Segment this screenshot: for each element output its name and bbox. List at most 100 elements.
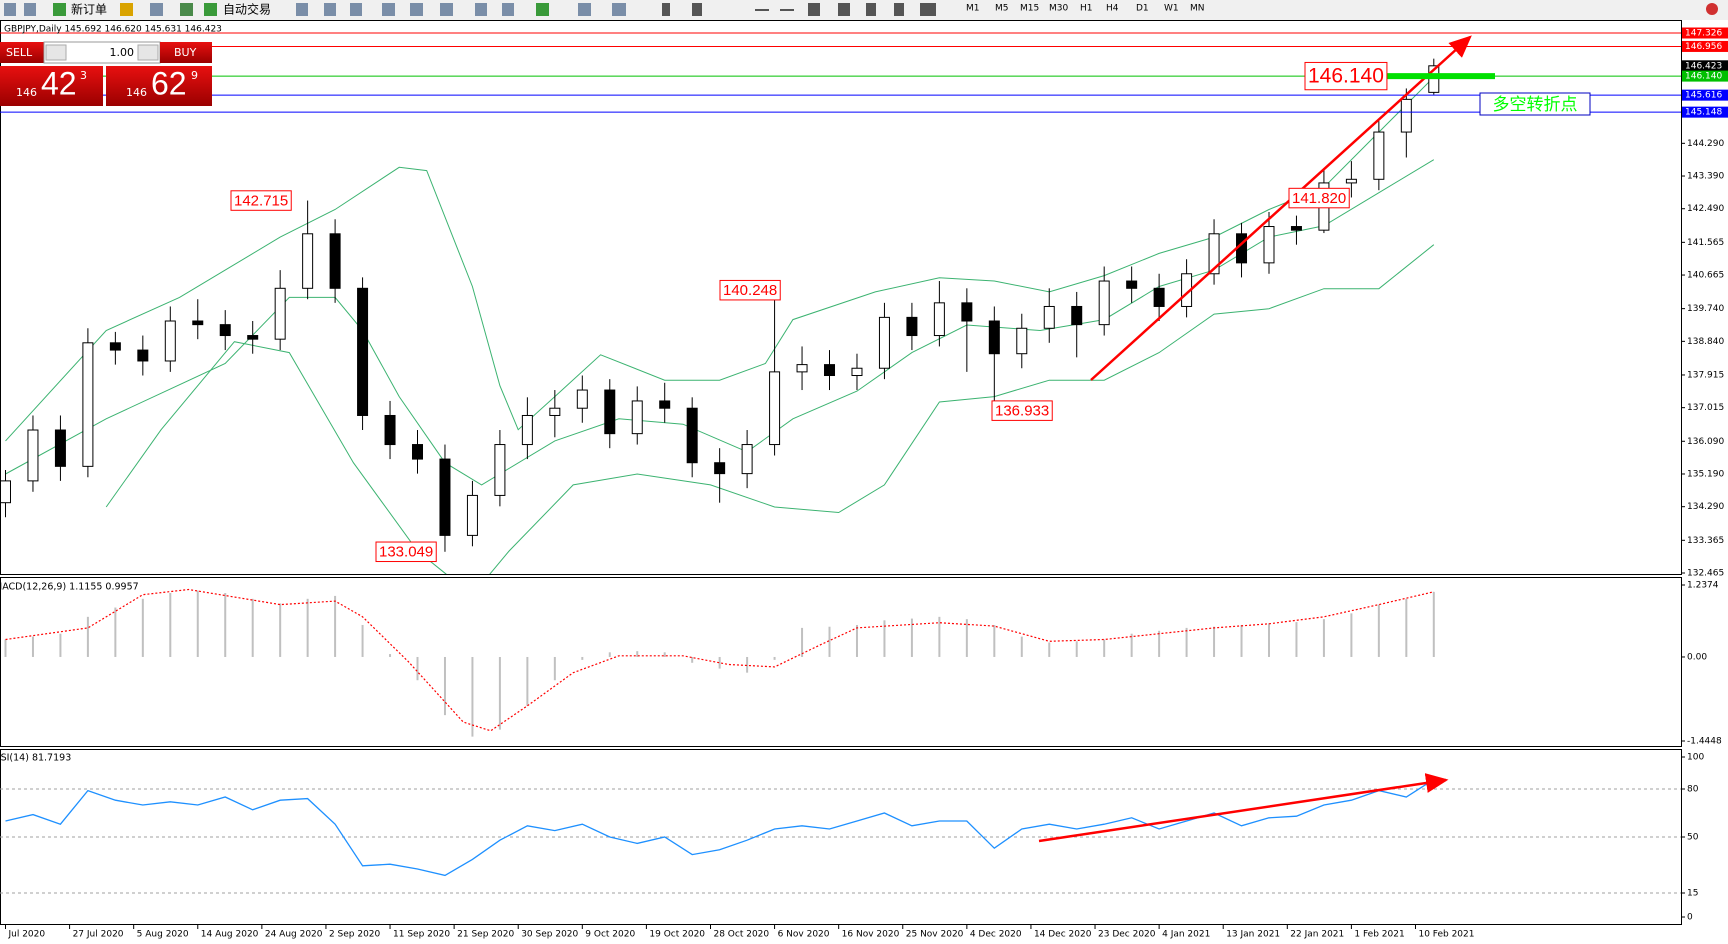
x-tick-label: 9 Oct 2020	[585, 930, 635, 940]
lots-down[interactable]	[45, 44, 67, 61]
annotation: 142.715	[234, 193, 288, 210]
macd-plot	[4, 588, 1435, 737]
annotation-box	[991, 400, 1053, 421]
toolbar	[0, 0, 1728, 20]
x-tick-label: 19 Oct 2020	[649, 930, 705, 940]
y-tick-label: 134.290	[1687, 502, 1724, 512]
annotation: 146.140	[1308, 65, 1384, 88]
trade-panel: SELL 1.00 BUY 146 42 3 146 62 9	[0, 41, 212, 106]
price-label-bg	[1682, 106, 1728, 118]
candle-body	[0, 480, 11, 504]
main-plot	[0, 32, 1681, 574]
candle-body	[1208, 233, 1220, 275]
timeframe-button[interactable]: H4	[1106, 4, 1119, 14]
x-tick-label: 24 Aug 2020	[265, 930, 323, 940]
candle-body	[164, 320, 176, 362]
lots-up[interactable]	[137, 44, 159, 61]
candle-body	[82, 342, 94, 467]
candle-body	[412, 444, 424, 460]
chart-title: GBPJPY,Daily 145.692 146.620 145.631 146…	[4, 25, 222, 35]
y-tick-label: 100	[1687, 753, 1704, 763]
axes: 144.290 143.390 142.490 141.565 140.665 139.7…	[4, 27, 1728, 940]
annotation: 133.049	[379, 544, 433, 561]
candle-body	[1373, 131, 1385, 180]
y-tick-label: 136.090	[1687, 437, 1724, 447]
x-tick-label: 2 Sep 2020	[329, 930, 381, 940]
rsi-title: RSI(14) 81.7193	[0, 753, 71, 764]
x-tick-label: 25 Nov 2020	[906, 930, 964, 940]
timeframe-button[interactable]: M30	[1049, 4, 1068, 14]
macd-title: MACD(12,26,9) 1.1155 0.9957	[0, 582, 139, 593]
candle-body	[274, 287, 286, 340]
candle-body	[1098, 280, 1110, 326]
annotations: 142.715 133.049 140.248 136.933 141.820 146.1…	[230, 61, 1495, 563]
x-tick-label: 14 Aug 2020	[201, 930, 259, 940]
candle-body	[54, 429, 66, 467]
buy-label[interactable]: BUY	[174, 46, 197, 59]
timeframe-button[interactable]: W1	[1164, 4, 1179, 14]
candle-body	[1016, 327, 1028, 355]
annotation: 140.248	[723, 282, 777, 299]
candle-body	[988, 320, 1000, 355]
auto-trading-button[interactable]: 自动交易	[223, 2, 271, 17]
candle-body	[1345, 178, 1357, 184]
x-tick-label: Jul 2020	[7, 930, 45, 940]
x-tick-label: 5 Aug 2020	[137, 930, 189, 940]
y-tick-label: 139.740	[1687, 304, 1724, 314]
candle-body	[521, 414, 533, 446]
candle-body	[219, 324, 231, 337]
price-label-bg	[1682, 70, 1728, 82]
buy-price-point: 9	[191, 69, 198, 82]
timeframe-button[interactable]: M15	[1020, 4, 1039, 14]
timeframe-button[interactable]: M1	[966, 4, 980, 14]
x-tick-label: 16 Nov 2020	[842, 930, 900, 940]
y-tick-label: 141.565	[1687, 238, 1724, 248]
candle-body	[384, 414, 396, 446]
lots-value[interactable]: 1.00	[110, 46, 135, 59]
y-tick-label: 143.390	[1687, 172, 1724, 182]
y-tick-label: -1.4448	[1687, 737, 1722, 747]
timeframe-button[interactable]: D1	[1136, 4, 1149, 14]
price-label: 146.956	[1685, 42, 1722, 52]
annotation-box	[375, 541, 437, 563]
buy-button[interactable]	[160, 42, 212, 63]
y-tick-label: 0.00	[1687, 652, 1707, 662]
x-tick-label: 21 Sep 2020	[457, 930, 514, 940]
trend-arrow	[1090, 35, 1472, 381]
candle-body	[631, 400, 643, 435]
candle-body	[1071, 305, 1083, 326]
x-tick-label: 11 Sep 2020	[393, 930, 450, 940]
annotation-box	[1304, 61, 1388, 91]
y-tick-label: 132.465	[1687, 569, 1724, 579]
bollinger-band	[105, 244, 1435, 574]
sell-button[interactable]	[0, 42, 44, 63]
y-tick-label: 138.840	[1687, 337, 1724, 347]
new-order-button[interactable]: 新订单	[71, 2, 107, 17]
timeframe-button[interactable]: H1	[1080, 4, 1093, 14]
annotation-box	[719, 279, 781, 301]
candle-body	[1153, 287, 1165, 307]
y-tick-label: 0	[1687, 913, 1693, 923]
candle-body	[137, 349, 149, 362]
candle-body	[27, 429, 39, 482]
price-label: 145.616	[1685, 91, 1722, 101]
timeframe-button[interactable]: MN	[1190, 4, 1205, 14]
candle-body	[549, 407, 561, 416]
x-tick-label: 27 Jul 2020	[73, 930, 124, 940]
candle-body	[824, 364, 836, 377]
candle-body	[686, 407, 698, 464]
sell-label[interactable]: SELL	[6, 46, 33, 59]
buy-price-box[interactable]	[106, 66, 212, 106]
y-tick-label: 50	[1687, 833, 1699, 843]
candle-body	[796, 364, 808, 373]
timeframe-button[interactable]: M5	[995, 4, 1009, 14]
candle-body	[1263, 226, 1275, 264]
buy-price-pips: 62	[151, 65, 187, 101]
candle-body	[961, 302, 973, 322]
y-tick-label: 140.665	[1687, 271, 1724, 281]
x-tick-label: 23 Dec 2020	[1098, 930, 1156, 940]
sell-price-box[interactable]	[0, 66, 103, 106]
candle-body	[576, 389, 588, 409]
